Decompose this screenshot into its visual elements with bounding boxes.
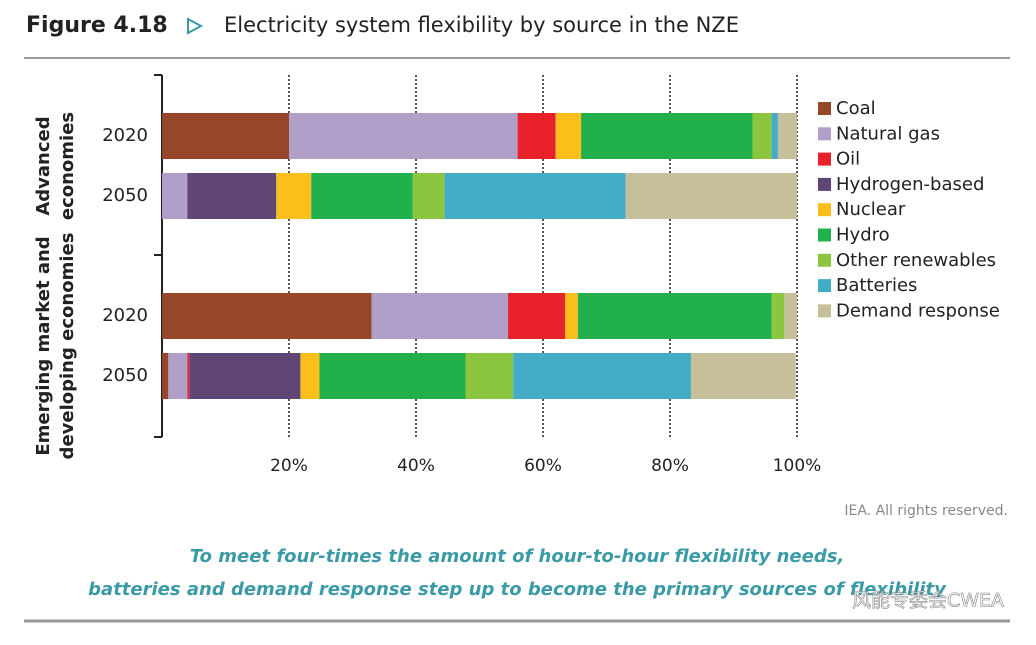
bar-segment: [565, 293, 578, 339]
bar-segment: [162, 293, 372, 339]
legend-label: Nuclear: [836, 199, 906, 220]
bar-segment: [690, 353, 796, 399]
bar-segment: [555, 113, 582, 159]
group-label: Emerging market and: [33, 236, 54, 455]
legend-swatch: [818, 228, 831, 242]
x-tick-label: 80%: [651, 456, 689, 476]
x-tick-label: 60%: [524, 456, 562, 476]
y-tick-label: 2050: [102, 365, 148, 386]
title-arrow: [187, 17, 204, 35]
bar-segment: [162, 353, 169, 399]
legend-swatch: [818, 177, 831, 191]
bar-segment: [189, 353, 301, 399]
bar-segment: [444, 173, 626, 219]
bar-segment: [771, 293, 785, 339]
watermark: 风能专委会CWEA: [852, 590, 1004, 612]
legend-swatch: [818, 203, 831, 217]
x-tick-label: 40%: [397, 456, 435, 476]
bar-segment: [289, 113, 518, 159]
legend-label: Oil: [836, 149, 860, 170]
legend-swatch: [818, 152, 831, 166]
bar-segment: [162, 113, 289, 159]
y-tick-label: 2020: [102, 125, 148, 146]
legend-swatch: [818, 304, 831, 318]
bar-segment: [581, 113, 753, 159]
bar-segment: [300, 353, 320, 399]
bar-segment: [319, 353, 466, 399]
bar-segment: [577, 293, 772, 339]
caption: To meet four-times the amount of hour-to…: [190, 546, 845, 567]
y-tick-label: 2020: [102, 305, 148, 326]
bar-segment: [465, 353, 514, 399]
group-label: economies: [57, 112, 78, 220]
legend-label: Hydrogen-based: [836, 174, 984, 195]
bar-segment: [625, 173, 797, 219]
legend-swatch: [818, 279, 831, 293]
legend-label: Demand response: [836, 300, 1000, 321]
bar-segment: [276, 173, 312, 219]
bar-segment: [187, 173, 277, 219]
bar-segment: [752, 113, 772, 159]
bar-segment: [412, 173, 445, 219]
bar-segment: [311, 173, 413, 219]
bar-segment: [168, 353, 188, 399]
legend-label: Hydro: [836, 225, 890, 246]
bar-segment: [777, 113, 797, 159]
bar-segment: [784, 293, 797, 339]
legend-label: Batteries: [836, 275, 917, 296]
legend-label: Coal: [836, 98, 876, 119]
x-tick-label: 100%: [773, 456, 822, 476]
bar-segment: [513, 353, 691, 399]
y-tick-label: 2050: [102, 185, 148, 206]
group-label: developing economies: [57, 233, 78, 460]
source-note: IEA. All rights reserved.: [844, 503, 1008, 519]
bar-segment: [771, 113, 778, 159]
bar-segment: [187, 353, 190, 399]
bar-segment: [517, 113, 556, 159]
bar-segment: [371, 293, 509, 339]
legend-label: Other renewables: [836, 250, 996, 271]
group-label: Advanced: [33, 116, 54, 215]
x-tick-label: 20%: [270, 456, 308, 476]
bar-segment: [508, 293, 566, 339]
caption: batteries and demand response step up to…: [88, 579, 947, 600]
legend-label: Natural gas: [836, 123, 940, 144]
legend-swatch: [818, 127, 831, 141]
legend-swatch: [818, 102, 831, 115]
chart-title: Electricity system flexibility by source…: [224, 13, 739, 37]
bar-segment: [162, 173, 188, 219]
figure-label: Figure 4.18: [26, 13, 168, 38]
legend-swatch: [818, 253, 831, 267]
